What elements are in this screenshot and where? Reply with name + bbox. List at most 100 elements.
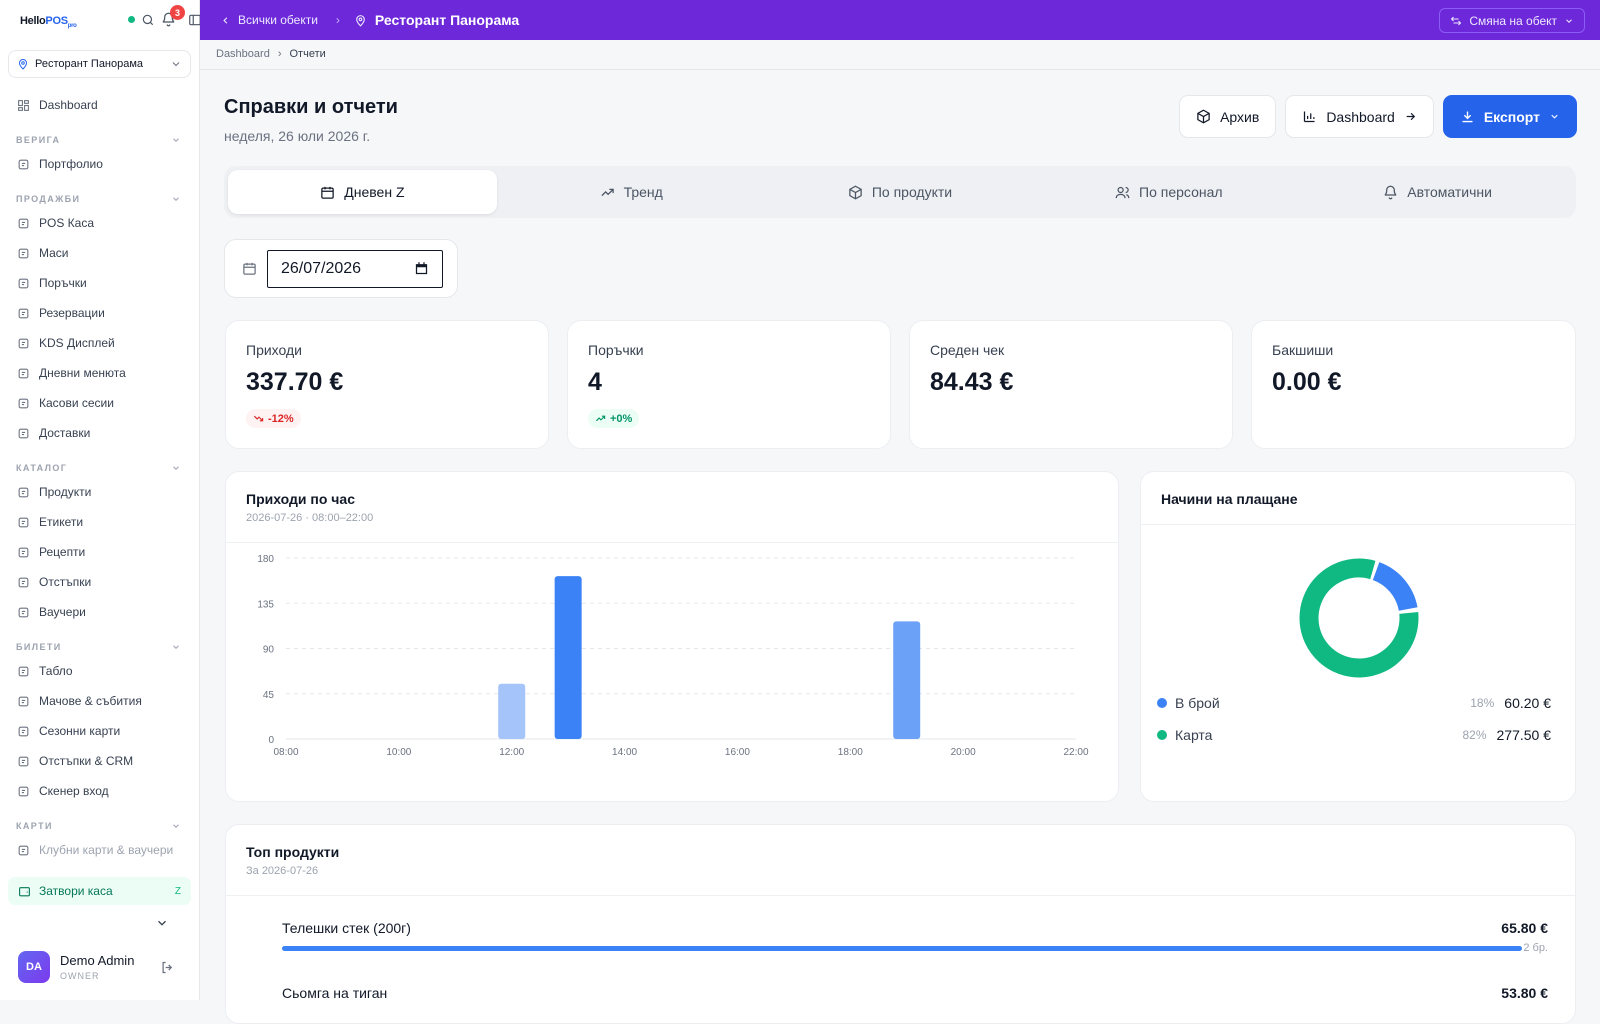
logout-button[interactable] xyxy=(160,960,175,975)
chevron-down-icon xyxy=(173,197,179,201)
users-icon xyxy=(1115,186,1130,198)
bar xyxy=(554,576,582,739)
sidebar-section-header[interactable]: ВЕРИГА xyxy=(0,120,199,149)
legend-amount: 60.20 € xyxy=(1504,695,1551,711)
kpi-card-tips: Бакшиши 0.00 € xyxy=(1251,320,1576,449)
sidebar-section-header[interactable]: КАРТИ xyxy=(0,806,199,835)
kpi-value: 0.00 € xyxy=(1272,368,1342,396)
page-actions: Архив Dashboard Експорт xyxy=(1179,95,1577,138)
divider xyxy=(226,895,1575,896)
sidebar-item[interactable]: Отстъпки xyxy=(0,567,199,597)
sidebar-item-label: Доставки xyxy=(39,426,91,440)
chevron-down-icon xyxy=(173,645,179,649)
venue-selector[interactable]: Ресторант Панорама xyxy=(8,50,191,78)
bar-chart-icon xyxy=(1304,111,1315,123)
sidebar-item[interactable]: Етикети xyxy=(0,507,199,537)
sidebar-item[interactable]: Рецепти xyxy=(0,537,199,567)
page-date: неделя, 26 юли 2026 г. xyxy=(224,128,371,144)
sidebar-item-label: Ваучери xyxy=(39,605,86,619)
trending-up-icon xyxy=(600,188,614,196)
section-title: ВЕРИГА xyxy=(16,135,61,145)
archive-button[interactable]: Архив xyxy=(1179,95,1277,138)
tab-by-products[interactable]: По продукти xyxy=(766,170,1035,214)
sidebar-item[interactable]: Касови сесии xyxy=(0,388,199,418)
sidebar-section-header[interactable]: ПРОДАЖБИ xyxy=(0,179,199,208)
sidebar-section-header[interactable]: КАТАЛОГ xyxy=(0,448,199,477)
online-status-dot xyxy=(128,16,135,23)
user-profile[interactable]: DA Demo Admin OWNER xyxy=(18,951,134,983)
sidebar-item[interactable]: Сезонни карти xyxy=(0,716,199,746)
sidebar-item[interactable]: Резервации xyxy=(0,298,199,328)
product-qty: 2 бр. xyxy=(1523,942,1548,954)
card-title: Топ продукти xyxy=(246,844,340,860)
sidebar-item[interactable]: Доставки xyxy=(0,418,199,448)
payment-methods-card: Начини на плащане В брой 18% 60.20 € Кар… xyxy=(1140,471,1576,802)
chevron-down-icon xyxy=(172,62,180,67)
close-register-shortcut: Z xyxy=(174,885,181,897)
sidebar-item[interactable]: Мачове & събития xyxy=(0,686,199,716)
breadcrumb-separator: › xyxy=(335,13,340,27)
sidebar-item-label: Клубни карти & ваучери xyxy=(39,843,174,857)
date-input[interactable]: 26/07/2026 xyxy=(267,249,443,288)
divider xyxy=(200,69,1600,70)
venue-title: Ресторант Панорама xyxy=(354,12,519,28)
legend-amount: 277.50 € xyxy=(1496,727,1552,743)
tab-automatic[interactable]: Автоматични xyxy=(1303,170,1572,214)
product-row: Телешки стек (200г) 65.80 € 2 бр. xyxy=(282,920,1548,954)
sidebar-item[interactable]: Клубни карти & ваучери xyxy=(0,835,199,865)
switch-venue-label: Смяна на обект xyxy=(1469,13,1557,28)
sidebar-item[interactable]: Продукти xyxy=(0,477,199,507)
sidebar-item[interactable]: Ваучери xyxy=(0,597,199,627)
chevron-down-icon xyxy=(1566,18,1572,23)
calendar-picker-icon[interactable] xyxy=(414,261,429,276)
sidebar-item-label: Скенер вход xyxy=(39,784,109,798)
swap-icon xyxy=(1451,16,1462,25)
sidebar-item[interactable]: Скенер вход xyxy=(0,776,199,806)
close-register-button[interactable]: Затвори каса Z xyxy=(8,877,191,905)
bell-icon xyxy=(162,12,175,27)
sidebar-item[interactable]: Поръчки xyxy=(0,268,199,298)
sidebar-item-label: Поръчки xyxy=(39,276,87,290)
dashboard-button[interactable]: Dashboard xyxy=(1285,95,1434,138)
sidebar-item-label: Рецепти xyxy=(39,545,86,559)
close-register-label: Затвори каса xyxy=(39,884,113,898)
x-tick-label: 18:00 xyxy=(838,747,863,758)
tab-daily-z[interactable]: Дневен Z xyxy=(228,170,497,214)
page-title: Справки и отчети xyxy=(224,96,398,118)
top-products-card: Топ продукти За 2026-07-26 Телешки стек … xyxy=(225,824,1576,1024)
tab-trend[interactable]: Тренд xyxy=(497,170,766,214)
sidebar-item[interactable]: Табло xyxy=(0,656,199,686)
breadcrumb-root[interactable]: Dashboard xyxy=(216,48,270,60)
kpi-card-orders: Поръчки 4 +0% xyxy=(567,320,891,449)
sidebar-item-dashboard[interactable]: Dashboard xyxy=(0,90,199,120)
sidebar-item[interactable]: Дневни менюта xyxy=(0,358,199,388)
date-filter: 26/07/2026 xyxy=(224,239,458,298)
trending-up-icon xyxy=(595,415,606,422)
nav-icon xyxy=(18,278,29,288)
avatar: DA xyxy=(18,951,50,983)
sidebar-item[interactable]: Маси xyxy=(0,238,199,268)
y-tick-label: 135 xyxy=(257,599,274,610)
chevron-down-icon xyxy=(1551,114,1558,119)
payment-legend-item: В брой 18% 60.20 € xyxy=(1157,695,1551,711)
y-tick-label: 180 xyxy=(257,554,274,565)
sidebar-item[interactable]: POS Каса xyxy=(0,208,199,238)
app-logo[interactable]: HelloPOSpro xyxy=(20,15,77,30)
sidebar-item[interactable]: Отстъпки & CRM xyxy=(0,746,199,776)
box-icon xyxy=(1197,109,1210,124)
back-to-all-venues-link[interactable]: Всички обекти xyxy=(220,13,318,27)
nav-icon xyxy=(18,577,29,587)
sidebar-item[interactable]: KDS Дисплей xyxy=(0,328,199,358)
tab-by-staff[interactable]: По персонал xyxy=(1034,170,1303,214)
export-button[interactable]: Експорт xyxy=(1442,95,1577,138)
nav-icon xyxy=(18,756,29,766)
search-icon[interactable] xyxy=(141,13,155,27)
sidebar-section-header[interactable]: БИЛЕТИ xyxy=(0,627,199,656)
kpi-label: Среден чек xyxy=(930,342,1005,358)
sidebar-item[interactable]: Портфолио xyxy=(0,149,199,179)
notifications-button[interactable]: 3 xyxy=(161,5,185,27)
tab-label: Тренд xyxy=(623,184,663,200)
expand-more-button[interactable] xyxy=(155,916,169,930)
calendar-icon xyxy=(321,186,335,199)
switch-venue-button[interactable]: Смяна на обект xyxy=(1439,8,1585,33)
